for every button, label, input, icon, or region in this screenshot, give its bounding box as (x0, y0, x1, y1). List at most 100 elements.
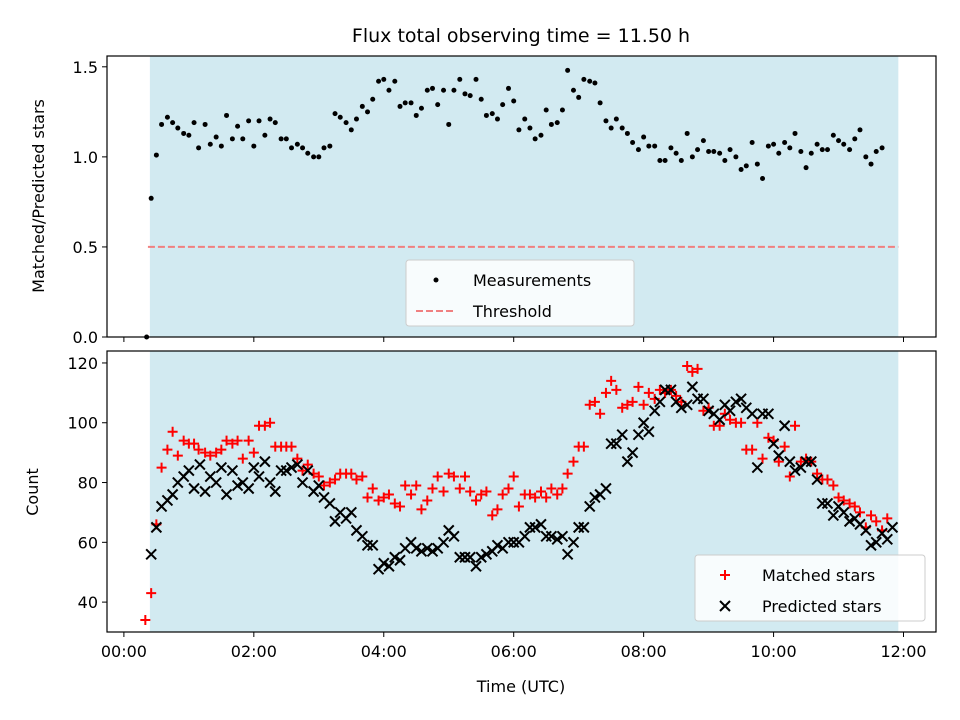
x-tick-label: 08:00 (621, 642, 667, 661)
predicted-point (470, 560, 482, 572)
matched-point (367, 483, 378, 494)
measurement-point (738, 166, 744, 172)
measurement-point (516, 127, 522, 133)
predicted-point (454, 551, 466, 563)
measurement-point (457, 76, 463, 82)
matched-point (568, 456, 579, 467)
legend-label: Measurements (473, 271, 591, 290)
predicted-point (529, 521, 541, 534)
predicted-point (697, 393, 710, 405)
measurement-point (771, 141, 777, 147)
legend-box (405, 259, 635, 327)
matched-point (747, 444, 758, 455)
predicted-point (296, 476, 309, 489)
predicted-point (572, 521, 585, 534)
matched-point (882, 513, 893, 524)
measurement-point (776, 150, 782, 156)
predicted-point (589, 491, 601, 504)
matched-point (557, 483, 568, 494)
y-tick-label: 80 (78, 474, 98, 493)
matched-point (692, 363, 703, 374)
measurement-point (847, 147, 853, 153)
measurement-point (359, 103, 365, 109)
y-tick-label: 1.0 (73, 148, 98, 167)
predicted-point (643, 426, 655, 438)
predicted-point (421, 542, 434, 555)
matched-point (752, 417, 763, 428)
matched-point (833, 492, 844, 503)
measurement-point (159, 121, 165, 127)
predicted-point (502, 536, 515, 549)
measurement-point (262, 132, 268, 138)
measurement-point (207, 141, 213, 147)
predicted-point (626, 446, 639, 459)
measurement-point (787, 145, 793, 151)
predicted-point (415, 545, 428, 557)
predicted-point (746, 408, 758, 420)
measurement-point (462, 91, 468, 97)
measurement-point (581, 76, 587, 82)
measurement-point (327, 143, 333, 149)
predicted-point (551, 533, 563, 546)
matched-point (248, 447, 259, 458)
matched-point (617, 402, 628, 413)
matched-point (600, 387, 611, 398)
measurement-point (668, 145, 674, 151)
matched-point (535, 486, 546, 497)
measurement-point (657, 157, 663, 163)
count-panel: 40 60 80 100 120 00:00 02:00 04:00 06:00 08:00 10:… (67, 350, 937, 661)
matched-point (633, 381, 644, 392)
matched-point (193, 444, 204, 455)
ratio-y-axis-label: Matched/Predicted stars (29, 99, 48, 293)
matched-point (438, 486, 449, 497)
measurement-point (722, 157, 728, 163)
matched-point (200, 447, 211, 458)
predicted-point (784, 455, 796, 468)
predicted-point (242, 482, 255, 495)
plot-frame (106, 55, 937, 338)
measurement-point (376, 78, 382, 84)
measurement-point (446, 121, 452, 127)
predicted-point (313, 479, 325, 492)
measurement-point (613, 116, 619, 122)
matched-point (595, 408, 606, 419)
matched-point (779, 441, 790, 452)
predicted-point (773, 449, 785, 462)
predicted-point (329, 515, 341, 528)
predicted-point (827, 509, 840, 522)
measurement-point (592, 80, 598, 86)
matched-point (232, 435, 243, 446)
matched-point (156, 462, 167, 473)
predicted-point (519, 530, 531, 543)
predicted-point (616, 428, 628, 441)
predicted-point (275, 464, 287, 477)
measurement-point (836, 138, 842, 144)
matched-point (205, 450, 216, 461)
measurement-point (749, 139, 755, 145)
measurement-point (267, 116, 273, 122)
matched-point (400, 480, 411, 491)
matched-point (243, 435, 254, 446)
matched-point (854, 507, 865, 518)
measurement-point (196, 145, 202, 151)
measurement-point (819, 147, 825, 153)
predicted-point (259, 455, 271, 468)
predicted-point (686, 381, 699, 393)
predicted-point (491, 539, 504, 552)
matched-point (606, 375, 617, 386)
predicted-point (578, 521, 590, 534)
measurement-point (798, 148, 804, 154)
measurement-point (852, 136, 858, 142)
matched-point (725, 414, 736, 425)
predicted-point (805, 455, 817, 468)
series-predicted-stars (145, 381, 899, 575)
predicted-point (800, 455, 812, 468)
matched-point (757, 453, 768, 464)
measurement-point (218, 143, 224, 149)
measurement-point (348, 127, 354, 133)
measurement-point (857, 127, 863, 133)
measurement-point (402, 100, 408, 106)
predicted-point (394, 554, 406, 566)
y-tick-label: 0.5 (73, 238, 98, 257)
